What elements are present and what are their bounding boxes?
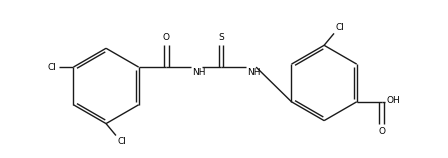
Text: S: S — [218, 33, 224, 42]
Text: O: O — [378, 127, 385, 136]
Text: NH: NH — [192, 68, 206, 77]
Text: Cl: Cl — [118, 137, 127, 146]
Text: O: O — [163, 33, 170, 42]
Text: Cl: Cl — [335, 23, 344, 32]
Text: OH: OH — [387, 96, 400, 105]
Text: Cl: Cl — [47, 63, 56, 72]
Text: NH: NH — [247, 68, 260, 77]
